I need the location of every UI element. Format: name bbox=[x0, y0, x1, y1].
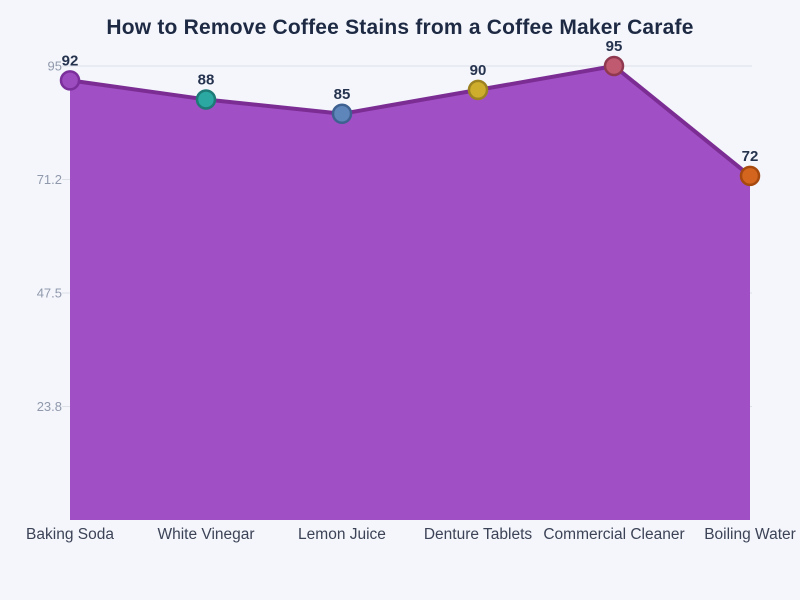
data-point-label: 90 bbox=[470, 62, 487, 79]
data-point-label: 85 bbox=[334, 86, 351, 103]
x-axis-label: White Vinegar bbox=[157, 526, 254, 543]
x-axis-label: Lemon Juice bbox=[298, 526, 386, 543]
x-axis-label: Commercial Cleaner bbox=[543, 526, 684, 543]
white-vinegar-point bbox=[195, 89, 217, 110]
data-point-label: 95 bbox=[606, 38, 623, 55]
area-fill bbox=[70, 66, 750, 520]
chart-title: How to Remove Coffee Stains from a Coffe… bbox=[106, 16, 694, 39]
x-axis-label: Baking Soda bbox=[26, 526, 114, 543]
denture-tablets-point bbox=[467, 79, 489, 101]
data-point-label: 88 bbox=[198, 71, 215, 88]
x-axis-label: Boiling Water bbox=[704, 526, 796, 543]
x-axis-label: Denture Tablets bbox=[424, 526, 533, 543]
y-tick-label: 95 bbox=[48, 59, 62, 74]
data-point-label: 72 bbox=[742, 148, 759, 165]
lemon-juice-point bbox=[331, 103, 353, 125]
data-point-label: 92 bbox=[62, 52, 79, 69]
baking-soda-point bbox=[59, 70, 81, 91]
trend-line bbox=[68, 64, 752, 178]
commercial-cleaner-point bbox=[603, 55, 625, 77]
y-tick-label: 71.2 bbox=[37, 172, 62, 187]
boiling-water-point bbox=[739, 165, 761, 187]
y-tick-label: 23.8 bbox=[37, 399, 62, 414]
y-tick-label: 47.5 bbox=[37, 286, 62, 301]
